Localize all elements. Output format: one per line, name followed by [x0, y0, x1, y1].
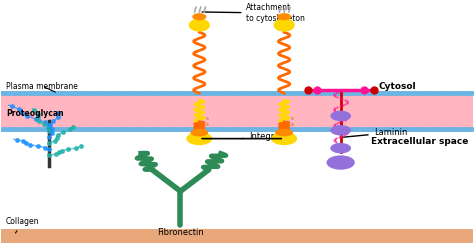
Ellipse shape	[192, 13, 206, 20]
Text: s
s: s s	[205, 116, 208, 127]
Ellipse shape	[275, 129, 293, 136]
Circle shape	[330, 143, 351, 153]
Text: Collagen: Collagen	[6, 217, 40, 233]
Text: Plasma membrane: Plasma membrane	[6, 81, 78, 92]
Text: Integrin: Integrin	[242, 132, 282, 141]
Ellipse shape	[191, 129, 208, 136]
Circle shape	[330, 111, 351, 121]
Ellipse shape	[277, 13, 291, 20]
Text: Cytosol: Cytosol	[378, 81, 416, 91]
Ellipse shape	[186, 132, 212, 145]
Text: Laminin: Laminin	[344, 128, 407, 137]
Text: s
s: s s	[290, 116, 293, 127]
Text: Proteoglycan: Proteoglycan	[6, 109, 64, 118]
Ellipse shape	[271, 132, 297, 145]
Circle shape	[330, 125, 351, 135]
Ellipse shape	[189, 19, 210, 32]
Text: Fibronectin: Fibronectin	[157, 228, 204, 237]
Text: Extracellular space: Extracellular space	[371, 137, 468, 145]
FancyBboxPatch shape	[1, 94, 473, 128]
FancyBboxPatch shape	[1, 229, 473, 243]
Text: Attachment
to cytoskeleton: Attachment to cytoskeleton	[202, 3, 305, 23]
Ellipse shape	[273, 19, 295, 32]
Circle shape	[327, 155, 355, 170]
